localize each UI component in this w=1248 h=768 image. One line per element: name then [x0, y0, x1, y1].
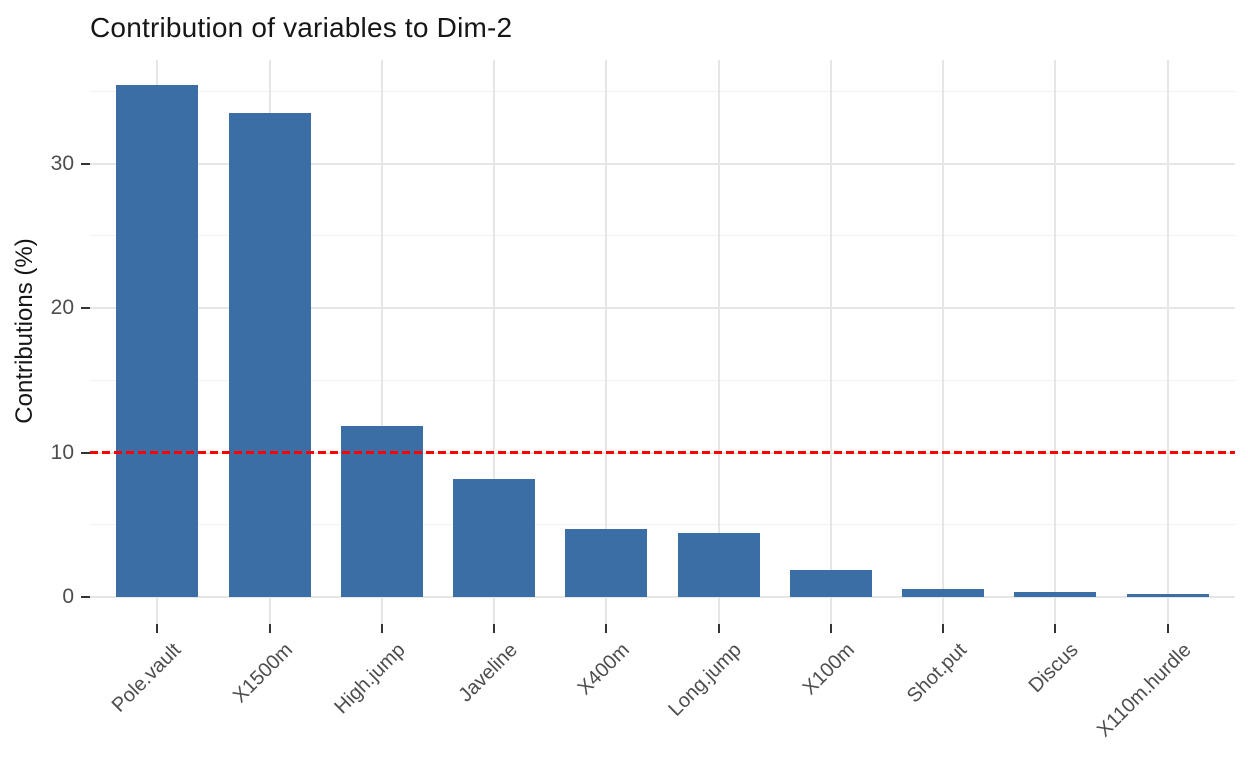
bar [116, 85, 199, 597]
y-tick-label: 20 [50, 296, 74, 319]
x-tick-mark [156, 624, 159, 633]
reference-line [90, 451, 1235, 454]
gridline-major-x [605, 60, 608, 624]
x-tick-mark [380, 624, 383, 633]
x-tick-label: High.jump [330, 639, 410, 719]
x-tick-label: X110m.hurdle [1092, 639, 1196, 742]
x-tick-mark [942, 624, 945, 633]
y-tick-mark [81, 451, 90, 454]
bar [565, 529, 648, 597]
x-tick-label: X400m [573, 639, 634, 700]
bar [228, 112, 311, 597]
bar [1014, 591, 1097, 597]
x-tick-mark [1166, 624, 1169, 633]
gridline-major-x [942, 60, 945, 624]
bar [789, 569, 872, 597]
x-tick-label: X100m [798, 639, 859, 700]
x-tick-label: X1500m [228, 639, 298, 708]
y-tick-label: 10 [50, 440, 74, 464]
x-tick-label: Pole.vault [107, 639, 185, 717]
gridline-major-x [717, 60, 720, 624]
gridline-major-x [493, 60, 496, 624]
y-tick-label: 30 [50, 151, 74, 175]
gridline-major-x [829, 60, 832, 624]
x-tick-mark [268, 624, 271, 633]
gridline-minor-y [90, 379, 1235, 381]
gridline-major-y [90, 162, 1235, 165]
y-tick-mark [81, 307, 90, 309]
gridline-major-x [1166, 60, 1169, 624]
y-tick-label: 0 [62, 585, 74, 608]
x-tick-label: Javeline [454, 639, 522, 707]
y-tick-mark [81, 162, 90, 165]
x-tick-mark [717, 624, 720, 633]
y-axis-title: Contributions (%) [11, 238, 38, 424]
chart-title: Contribution of variables to Dim-2 [90, 12, 513, 43]
gridline-major-x [1054, 60, 1057, 624]
x-tick-mark [1054, 624, 1057, 633]
x-tick-label: Long.jump [664, 639, 747, 721]
x-tick-mark [605, 624, 608, 633]
gridline-minor-y [90, 235, 1235, 237]
x-tick-mark [829, 624, 832, 633]
x-tick-label: Discus [1024, 639, 1083, 697]
bar [1126, 594, 1209, 597]
gridline-minor-y [90, 524, 1235, 526]
y-tick-mark [81, 596, 90, 598]
gridline-minor-y [90, 90, 1235, 92]
gridline-major-y [90, 307, 1235, 309]
bar [453, 478, 536, 597]
gridline-major-x [380, 60, 383, 624]
gridline-major-y [90, 596, 1235, 598]
x-tick-label: Shot.put [902, 639, 971, 708]
bar [902, 589, 985, 597]
x-tick-mark [493, 624, 496, 633]
bar [677, 533, 760, 597]
bar [340, 426, 423, 597]
